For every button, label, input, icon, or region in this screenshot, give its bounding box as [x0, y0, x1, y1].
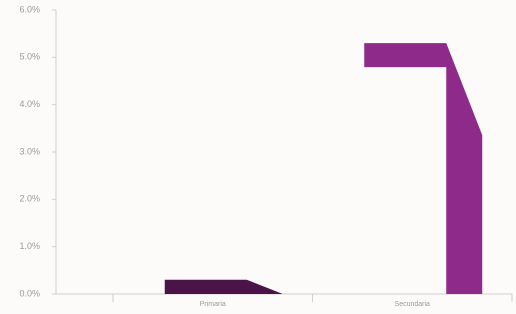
- x-tick-label: Primaria: [200, 301, 226, 308]
- y-tick-label: 6.0%: [19, 4, 40, 14]
- page: {"chart_data": {"type": "bar", "categori…: [0, 0, 516, 314]
- y-tick-label: 2.0%: [19, 194, 40, 204]
- x-tick-label: Secundaria: [395, 301, 431, 308]
- y-tick-label: 0.0%: [19, 288, 40, 298]
- y-tick-label: 5.0%: [19, 52, 40, 62]
- y-tick-label: 3.0%: [19, 146, 40, 156]
- y-tick-label: 1.0%: [19, 241, 40, 251]
- chart: 0.0% 1.0% 2.0% 3.0% 4.0% 5.0% 6.0% Primaria Secu…: [0, 0, 516, 314]
- y-tick-label: 4.0%: [19, 99, 40, 109]
